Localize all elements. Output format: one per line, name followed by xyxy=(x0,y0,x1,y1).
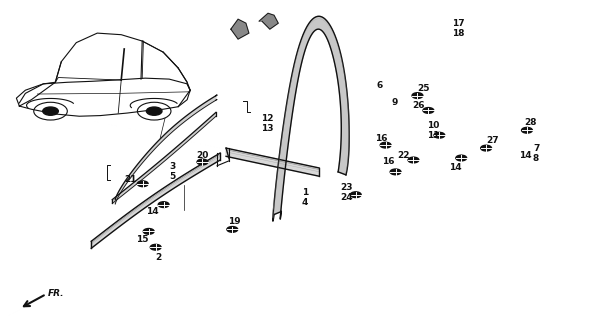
Circle shape xyxy=(143,228,154,234)
Text: 21: 21 xyxy=(124,175,137,184)
Text: 3: 3 xyxy=(169,163,176,172)
Circle shape xyxy=(423,108,434,113)
Text: 22: 22 xyxy=(397,150,409,160)
Polygon shape xyxy=(273,16,349,221)
Text: 26: 26 xyxy=(412,101,424,110)
Text: 10: 10 xyxy=(427,121,439,130)
Text: 12: 12 xyxy=(261,114,273,123)
Text: 8: 8 xyxy=(533,154,539,163)
Circle shape xyxy=(456,155,467,161)
Polygon shape xyxy=(112,112,216,204)
Circle shape xyxy=(350,192,361,197)
Polygon shape xyxy=(92,153,220,248)
Text: 13: 13 xyxy=(261,124,273,133)
Circle shape xyxy=(158,202,169,207)
Circle shape xyxy=(408,157,419,163)
Text: 14: 14 xyxy=(146,207,159,216)
Text: 2: 2 xyxy=(155,253,162,262)
Text: 14: 14 xyxy=(448,164,461,172)
Text: 25: 25 xyxy=(417,84,430,93)
Text: 17: 17 xyxy=(452,19,465,28)
Text: 20: 20 xyxy=(196,150,209,160)
Circle shape xyxy=(481,145,492,151)
Text: 28: 28 xyxy=(524,118,536,127)
Circle shape xyxy=(412,93,423,99)
Text: 1: 1 xyxy=(302,188,308,197)
Polygon shape xyxy=(115,95,217,204)
Text: 24: 24 xyxy=(340,193,353,202)
Text: 4: 4 xyxy=(302,198,308,207)
Text: 19: 19 xyxy=(228,217,241,226)
Text: 14: 14 xyxy=(519,150,532,160)
Text: 18: 18 xyxy=(452,28,465,38)
Circle shape xyxy=(150,244,161,250)
Text: 9: 9 xyxy=(391,98,397,107)
Text: 6: 6 xyxy=(376,81,383,90)
Text: 11: 11 xyxy=(427,131,439,140)
Text: FR.: FR. xyxy=(48,289,64,298)
Circle shape xyxy=(434,132,445,138)
Polygon shape xyxy=(231,19,249,39)
Circle shape xyxy=(521,127,532,133)
Text: 5: 5 xyxy=(169,172,176,181)
Text: 16: 16 xyxy=(375,134,388,143)
Polygon shape xyxy=(259,13,278,29)
Circle shape xyxy=(197,159,208,165)
Circle shape xyxy=(390,169,401,175)
Text: 7: 7 xyxy=(533,144,539,153)
Text: 27: 27 xyxy=(486,136,499,145)
Text: 16: 16 xyxy=(382,157,394,166)
Text: 15: 15 xyxy=(136,235,149,244)
Circle shape xyxy=(146,107,162,115)
Polygon shape xyxy=(226,148,319,176)
Text: 23: 23 xyxy=(340,183,353,192)
Circle shape xyxy=(137,181,148,187)
Circle shape xyxy=(43,107,58,115)
Circle shape xyxy=(380,142,391,148)
Circle shape xyxy=(227,227,238,232)
